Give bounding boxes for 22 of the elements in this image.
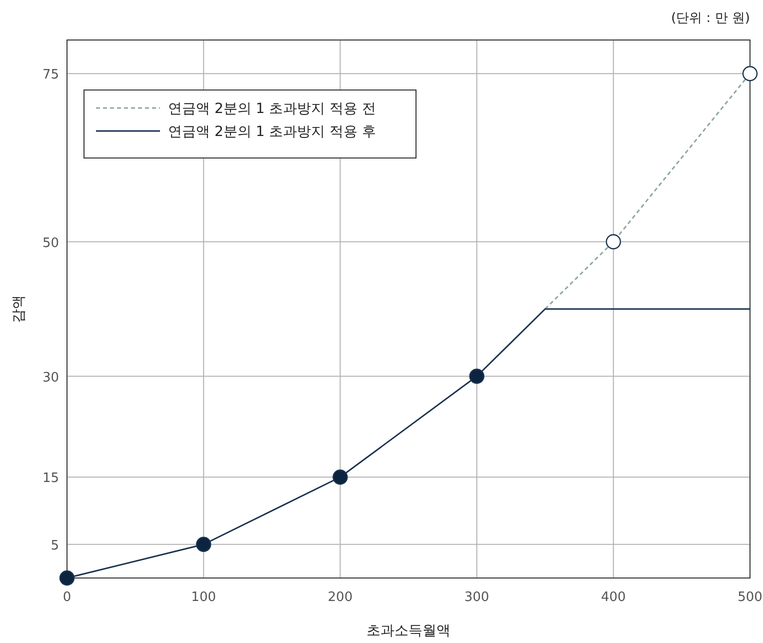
- point: [332, 470, 348, 485]
- y-tick-label: 75: [42, 68, 59, 83]
- point: [742, 66, 758, 82]
- x-tick-label: 200: [328, 590, 353, 605]
- point: [469, 368, 484, 384]
- text: (단위 : 만 원): [671, 11, 750, 26]
- y-axis-title: 감액: [11, 295, 27, 323]
- x-axis-title: 초과소득월액: [366, 623, 450, 639]
- legend-label: 연금액 2분의 1 초과방지 적용 전: [168, 101, 376, 117]
- point: [59, 570, 75, 586]
- y-tick-label: 50: [42, 236, 59, 251]
- x-tick-label: 100: [191, 590, 216, 605]
- y-tick-label: 5: [50, 538, 59, 554]
- x-tick-label: 400: [600, 590, 626, 605]
- x-tick-label: 500: [738, 590, 762, 605]
- y-tick-label: 30: [42, 370, 59, 386]
- x-tick-label: 0: [62, 590, 72, 605]
- point: [196, 536, 212, 552]
- point: [606, 234, 621, 250]
- legend-label: 연금액 2분의 1 초과방지 적용 후: [168, 124, 376, 140]
- y-tick-label: 15: [42, 471, 59, 486]
- x-tick-label: 300: [464, 590, 490, 605]
